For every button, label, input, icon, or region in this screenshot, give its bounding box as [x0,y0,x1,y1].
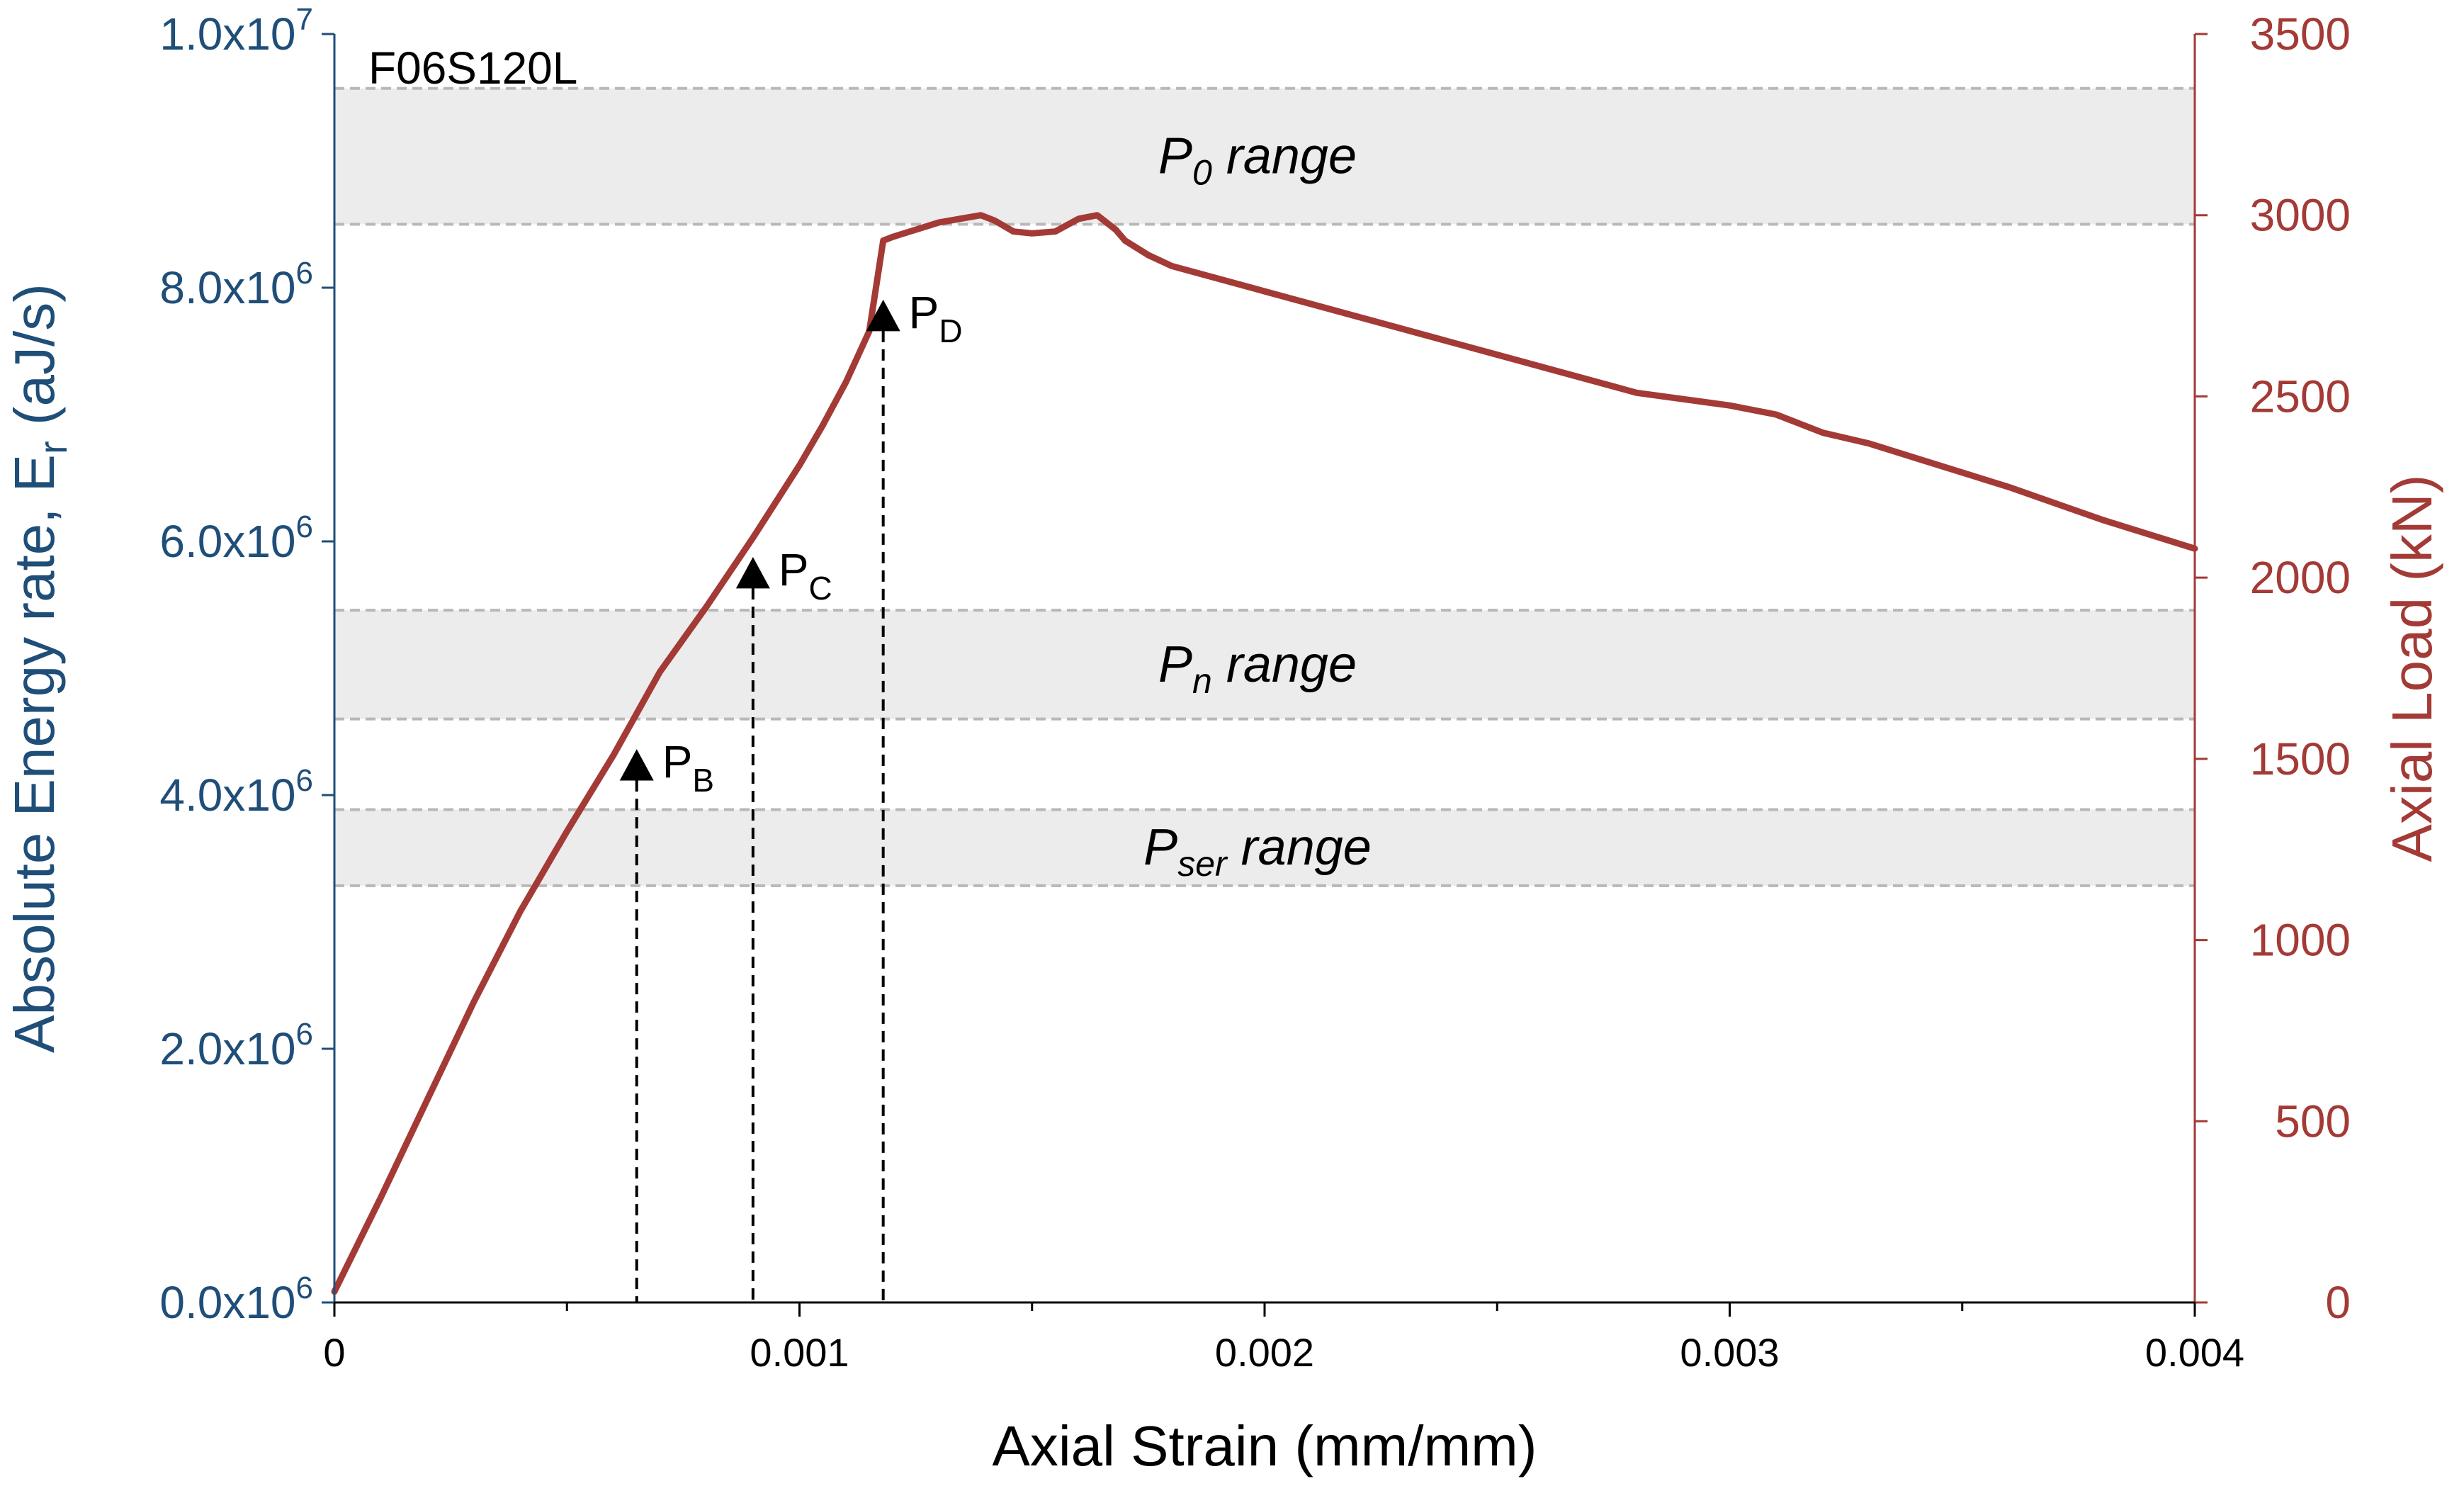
x-tick-label: 0.003 [1680,1330,1779,1375]
right-tick-label: 500 [2275,1096,2351,1147]
x-tick-label: 0.004 [2145,1330,2244,1375]
left-axis-title: Absolute Energy rate, Er (aJ/s) [3,283,75,1053]
left-tick-label: 0.0x106 [159,1271,313,1328]
chart-labels: F06S120L Axial Strain (mm/mm) Absolute En… [3,43,2443,1477]
right-axis-title: Axial Load (kN) [2380,475,2443,862]
right-tick-label: 3500 [2250,9,2351,60]
x-tick-label: 0.002 [1215,1330,1314,1375]
marker-pb [619,749,654,781]
band-pser [334,809,2195,886]
marker-label-pb: PB [662,736,714,799]
marker-label-pc: PC [779,544,832,607]
band-label-pser: Pser range [1143,819,1372,884]
marker-label-pd: PD [909,287,963,349]
band-label-pn: Pn range [1158,636,1357,701]
left-tick-label: 4.0x106 [159,763,313,821]
specimen-label: F06S120L [368,43,577,94]
left-tick-label: 1.0x107 [159,2,313,60]
x-tick-label: 0 [323,1330,345,1375]
series-line-axial-load [331,212,2198,1295]
x-tick-label: 0.001 [750,1330,849,1375]
range-bands: P0 range Pn range Pser range [334,86,2195,887]
right-tick-label: 1500 [2250,733,2351,784]
right-tick-label: 0 [2325,1277,2351,1328]
marker-pc [735,557,770,589]
x-axis-title: Axial Strain (mm/mm) [993,1414,1537,1477]
band-label-p0: P0 range [1158,128,1357,193]
right-tick-label: 3000 [2250,190,2351,241]
series-layer [331,212,2198,1295]
point-markers: PB PC PD [619,287,963,799]
left-tick-label: 8.0x106 [159,256,313,313]
left-tick-label: 6.0x106 [159,510,313,567]
left-tick-label: 2.0x106 [159,1017,313,1074]
right-tick-label: 2000 [2250,552,2351,603]
band-p0 [334,88,2195,225]
marker-guide-lines [635,330,885,1302]
right-tick-label: 1000 [2250,915,2351,966]
axes: 0.0x106 2.0x106 4.0x106 6.0x106 8.0x106 1.0x1… [159,2,2351,1375]
right-tick-label: 2500 [2250,371,2351,422]
marker-pd [866,299,900,332]
